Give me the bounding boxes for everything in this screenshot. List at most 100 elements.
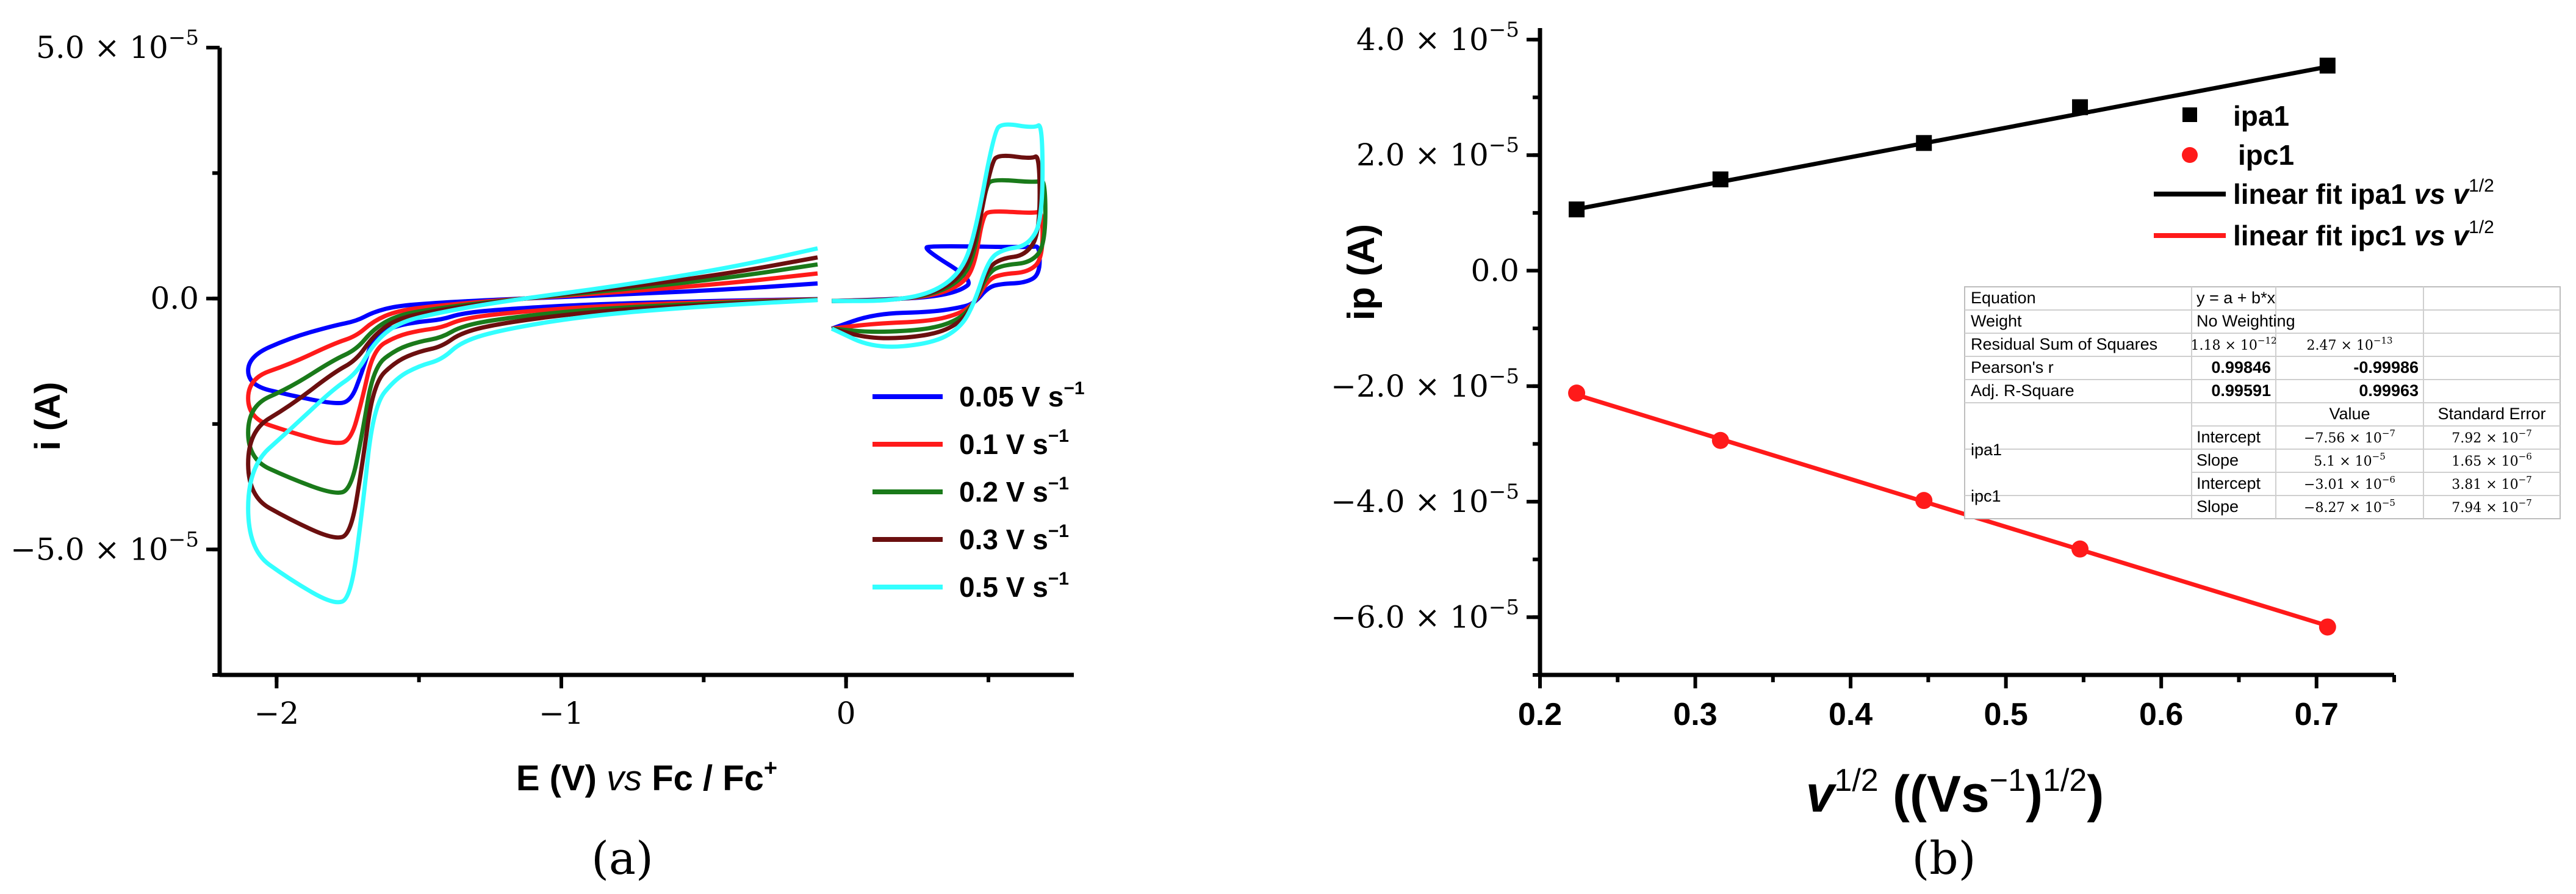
table-weight: No Weighting [2196, 312, 2295, 330]
point-ipa1-3 [2072, 99, 2089, 115]
y-tick-exponent: −5 [1489, 480, 1519, 504]
legend-label-4: 0.5 V s−1 [959, 569, 1069, 603]
legend-label-0: 0.05 V s−1 [959, 378, 1085, 413]
y-title-text: i (A) [28, 382, 68, 451]
panel-label-text: (a) [591, 832, 653, 885]
x-title-sup1: 1/2 [1834, 763, 1878, 798]
cell-text: No Weighting [2196, 312, 2295, 330]
legend-name: 0.05 V s [959, 381, 1063, 413]
x-tick-text: −1 [539, 696, 584, 731]
num-mantissa: −8.27 × 10 [2304, 500, 2382, 516]
table-value: −7.56 × 10−7 [2304, 428, 2395, 446]
table-weight-label: Weight [1971, 312, 2022, 330]
legend-fit-name: linear fit ipc1 [2233, 220, 2414, 251]
table-adjr-1: 0.99591 [2211, 381, 2271, 400]
x-tick-label: 0.7 [2295, 697, 2339, 732]
y-tick-mantissa: −4.0 × 10 [1331, 484, 1489, 519]
cell-text: Intercept [2196, 428, 2261, 446]
x-tick-text: −2 [254, 696, 299, 731]
y-axis-title: ip (A) [1340, 224, 1383, 320]
x-title-main: E (V) [516, 759, 606, 798]
num-mantissa: 3.81 × 10 [2452, 477, 2518, 492]
legend-sup: −1 [1048, 474, 1069, 494]
x-tick-label: 0.5 [1984, 697, 2027, 732]
y-tick-exponent: −5 [1489, 595, 1519, 619]
table-pearson-2: -0.99986 [2353, 358, 2419, 377]
y-tick-label: 0.0 [1470, 253, 1519, 289]
num-exponent: −6 [2519, 451, 2532, 462]
x-tick-text: 0.6 [2139, 697, 2183, 732]
table-equation-label: Equation [1971, 289, 2036, 307]
x-tick-text: 0.5 [1984, 697, 2027, 732]
num-mantissa: −7.56 × 10 [2304, 431, 2382, 446]
cell-text: 0.99963 [2359, 381, 2419, 400]
legend-fit-label-0: linear fit ipa1 vs v1/2 [2233, 176, 2494, 210]
x-tick-text: 0.4 [1829, 697, 1873, 732]
cell-text: y = a + b*x [2196, 289, 2276, 307]
x-title-italic: v [1806, 765, 1837, 823]
y-tick-label: −6.0 × 10−5 [1331, 595, 1519, 635]
y-title-text: ip (A) [1340, 224, 1383, 320]
y-tick-label: −5.0 × 10−5 [10, 527, 199, 567]
cell-text: ipc1 [1971, 487, 2001, 505]
table-value: 5.1 × 10−5 [2314, 451, 2386, 469]
legend-name: 0.2 V s [959, 476, 1048, 508]
cv-curve-left-4 [246, 246, 818, 605]
y-tick-label: −2.0 × 10−5 [1331, 364, 1519, 404]
cv-curve-right-4 [830, 122, 1045, 349]
y-tick-mantissa: 4.0 × 10 [1356, 22, 1489, 57]
y-tick-label: 5.0 × 10−5 [36, 26, 199, 65]
legend-name: ipa1 [2233, 100, 2289, 132]
stats-table: Equation y = a + b*x Weight No Weighting Res… [1964, 286, 2561, 519]
x-tick-label: 0.4 [1829, 697, 1873, 732]
table-rss-1: 1.18 × 10−12 [2190, 335, 2276, 353]
table-pearson-label: Pearson's r [1971, 358, 2054, 377]
legend-name: 0.1 V s [959, 428, 1048, 460]
y-tick-exponent: −5 [1489, 364, 1519, 389]
x-tick-label: 0 [836, 696, 856, 731]
table-group-ipc1: ipc1 [1971, 487, 2001, 505]
table-rss-2: 2.47 × 10−13 [2306, 335, 2392, 353]
y-tick-label: −4.0 × 10−5 [1331, 480, 1519, 519]
table-value: −3.01 × 10−6 [2304, 474, 2395, 492]
fit-line-0 [1576, 64, 2328, 212]
fit-line-1 [1576, 392, 2328, 628]
cell-text: Pearson's r [1971, 358, 2054, 377]
legend-name: 0.3 V s [959, 524, 1048, 555]
point-ipc1-3 [2071, 540, 2089, 558]
y-tick-mantissa: −5.0 × 10 [10, 532, 168, 567]
legend-name: 0.5 V s [959, 571, 1048, 603]
legend-label-3: 0.3 V s−1 [959, 521, 1069, 555]
legend-label-1: 0.1 V s−1 [959, 426, 1069, 460]
x-tick-label: 0.3 [1673, 697, 1717, 732]
y-tick-mantissa: −6.0 × 10 [1331, 599, 1489, 635]
panel-a-chart: 5.0 × 10−50.0−5.0 × 10−5−2 −1 0E (V) vs Fc… [10, 26, 1084, 885]
y-tick-exponent: −5 [168, 26, 199, 50]
num-exponent: −12 [2258, 335, 2277, 346]
table-pearson-1: 0.99846 [2211, 358, 2271, 377]
legend-fit-vs: vs [2414, 178, 2445, 210]
y-tick-mantissa: 5.0 × 10 [36, 30, 168, 65]
cell-text: Intercept [2196, 474, 2261, 492]
legend-sup: −1 [1048, 521, 1069, 541]
legend-name: ipc1 [2238, 139, 2294, 171]
cv-curve-right-0 [831, 244, 1042, 331]
y-tick-label: 2.0 × 10−5 [1356, 133, 1519, 173]
panel-label-a: (a) [591, 832, 653, 885]
point-ipc1-4 [2319, 618, 2336, 636]
panel-b-chart: 4.0 × 10 −5 2.0 × 10−5 0.0 −2.0 × 10−5 −4.0 ×… [1331, 18, 2561, 885]
table-se: 7.92 × 10−7 [2452, 428, 2532, 446]
point-ipc1-0 [1568, 384, 1586, 402]
legend-sup: −1 [1048, 569, 1069, 589]
table-param: Intercept [2196, 474, 2261, 492]
num-exponent: −7 [2519, 474, 2532, 485]
legend-fit-sup: 1/2 [2469, 176, 2494, 196]
table-se: 7.94 × 10−7 [2452, 497, 2532, 516]
table-se: 3.81 × 10−7 [2452, 474, 2532, 492]
cell-text: Slope [2196, 497, 2239, 516]
point-ipa1-0 [1569, 201, 1585, 218]
x-tick-text: 0 [836, 696, 856, 731]
legend-fit-v: v [2445, 178, 2470, 210]
cell-text: -0.99986 [2353, 358, 2419, 377]
